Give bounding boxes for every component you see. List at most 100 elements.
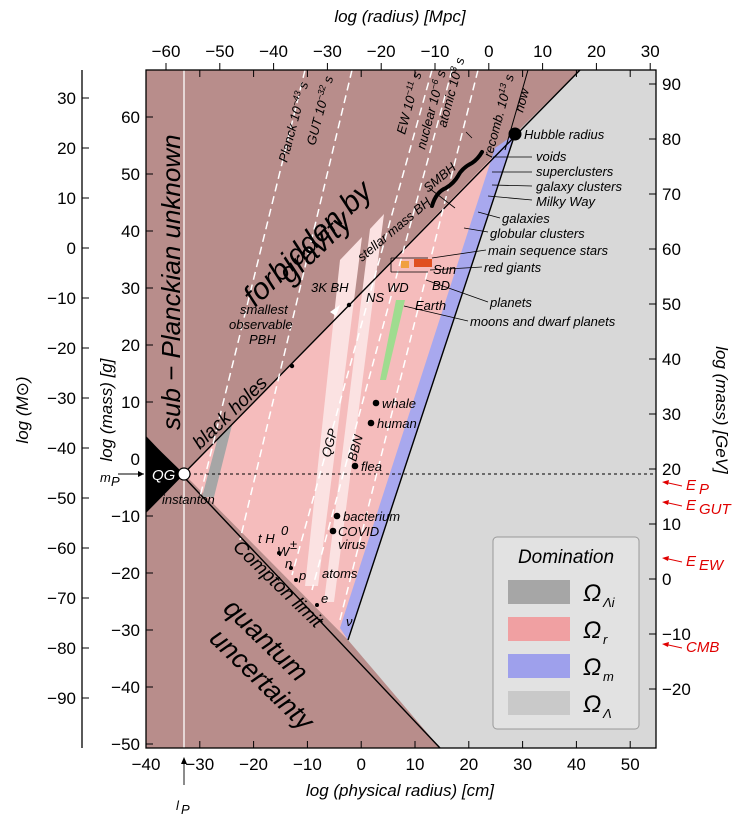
object-label: globular clusters bbox=[490, 226, 585, 241]
hubble-radius-dot bbox=[508, 127, 522, 141]
bbn-stripe bbox=[324, 214, 384, 602]
right-tick-label: 70 bbox=[662, 185, 681, 204]
top-axis-title: log (radius) [Mpc] bbox=[334, 7, 467, 26]
svg-text:P: P bbox=[181, 802, 190, 817]
outer-left-tick-label: −30 bbox=[47, 389, 76, 408]
radiation-dominated-region bbox=[184, 134, 515, 640]
whale-dot bbox=[372, 399, 380, 407]
pbh-dot bbox=[289, 363, 295, 369]
th0-sup: 0 bbox=[281, 523, 289, 538]
legend-label: Ω bbox=[583, 580, 601, 607]
pbh-label-1: smallest bbox=[240, 302, 289, 317]
e-dot bbox=[315, 603, 319, 607]
bottom-axis-title: log (physical radius) [cm] bbox=[306, 781, 495, 800]
inner-left-tick-label: −40 bbox=[111, 678, 140, 697]
legend-sub: m bbox=[603, 669, 614, 684]
planck-point bbox=[177, 467, 191, 481]
legend-title: Domination bbox=[518, 547, 614, 568]
whale-label: whale bbox=[382, 396, 416, 411]
legend-swatch bbox=[508, 654, 570, 678]
outer-left-tick-label: −90 bbox=[47, 689, 76, 708]
right-tick-label: 20 bbox=[662, 460, 681, 479]
inner-left-tick-label: −30 bbox=[111, 621, 140, 640]
bottom-tick-label: −40 bbox=[132, 755, 161, 774]
svg-text:P: P bbox=[111, 474, 120, 489]
svg-text:P: P bbox=[699, 481, 709, 498]
sun-marker bbox=[414, 259, 432, 267]
hubble-line bbox=[347, 133, 516, 641]
w-dot bbox=[289, 566, 293, 570]
bd-label: BD bbox=[432, 278, 450, 293]
planckian-label: sub − Planckian unknown bbox=[156, 134, 186, 430]
top-tick-label: −30 bbox=[313, 42, 342, 61]
human-label: human bbox=[377, 416, 417, 431]
bottom-tick-label: 0 bbox=[356, 755, 365, 774]
w-sup: ± bbox=[290, 537, 297, 552]
bottom-tick-label: −10 bbox=[293, 755, 322, 774]
legend-swatch bbox=[508, 691, 570, 715]
right-tick-label: 90 bbox=[662, 75, 681, 94]
atoms-label: atoms bbox=[322, 566, 358, 581]
inner-left-tick-label: −20 bbox=[111, 564, 140, 583]
svg-text:GUT: GUT bbox=[699, 501, 733, 518]
w-label: W bbox=[277, 544, 291, 559]
svg-text:E: E bbox=[686, 553, 697, 570]
virus-label: virus bbox=[338, 537, 366, 552]
energy-marker: E GUT bbox=[662, 497, 733, 518]
legend: Domination Ω ΛiΩ rΩ mΩ Λ bbox=[492, 536, 640, 730]
object-label: galaxy clusters bbox=[536, 179, 622, 194]
epoch-line-gut bbox=[239, 69, 353, 541]
pbh-label-3: PBH bbox=[249, 332, 276, 347]
bh3k-dot bbox=[346, 302, 352, 308]
inflation-lambda-region bbox=[202, 425, 232, 497]
inner-left-tick-label: 30 bbox=[121, 279, 140, 298]
object-label: Hubble radius bbox=[524, 127, 605, 142]
right-tick-label: 30 bbox=[662, 405, 681, 424]
gravity-limit-line bbox=[145, 69, 581, 513]
top-tick-label: 0 bbox=[484, 42, 493, 61]
top-tick-label: −50 bbox=[205, 42, 234, 61]
inner-left-tick-label: 50 bbox=[121, 165, 140, 184]
planck-mass-marker: m P bbox=[100, 470, 144, 489]
3k-bh-label: 3K BH bbox=[311, 280, 349, 295]
left-outer-axis-title: log (M⊙) bbox=[13, 376, 32, 443]
outer-left-tick-label: −70 bbox=[47, 589, 76, 608]
qgp-stripe bbox=[305, 237, 362, 586]
object-label: voids bbox=[536, 149, 567, 164]
top-tick-label: −20 bbox=[367, 42, 396, 61]
leader-lines bbox=[390, 131, 533, 322]
bacterium-dot bbox=[333, 512, 341, 520]
left-inner-axis-title: log (mass) [g] bbox=[97, 357, 116, 461]
inner-left-tick-label: −50 bbox=[111, 735, 140, 754]
object-dots bbox=[277, 127, 522, 607]
svg-text:m: m bbox=[100, 470, 111, 485]
outer-left-tick-label: 20 bbox=[57, 139, 76, 158]
epoch-line-planck bbox=[199, 69, 306, 498]
ns-label: NS bbox=[366, 290, 384, 305]
inner-left-tick-label: 10 bbox=[121, 393, 140, 412]
top-tick-label: −40 bbox=[259, 42, 288, 61]
object-label: red giants bbox=[484, 260, 542, 275]
flea-dot bbox=[351, 462, 359, 470]
sun-label: Sun bbox=[433, 262, 456, 277]
legend-sub: Λi bbox=[602, 595, 616, 610]
bottom-tick-label: 30 bbox=[513, 755, 532, 774]
bbn-label: BBN bbox=[344, 432, 366, 462]
red-giant-marker bbox=[401, 261, 409, 268]
outer-left-tick-label: 30 bbox=[57, 89, 76, 108]
compton-limit-line bbox=[145, 436, 441, 749]
e-label: e bbox=[321, 591, 328, 606]
p-label: p bbox=[298, 568, 306, 583]
legend-swatch bbox=[508, 580, 570, 604]
object-label: main sequence stars bbox=[488, 243, 608, 258]
inner-left-tick-label: 0 bbox=[131, 450, 140, 469]
svg-text:E: E bbox=[686, 477, 697, 494]
th0-dot bbox=[277, 551, 281, 555]
moons-green-region bbox=[380, 300, 405, 380]
inner-left-tick-label: 20 bbox=[121, 336, 140, 355]
